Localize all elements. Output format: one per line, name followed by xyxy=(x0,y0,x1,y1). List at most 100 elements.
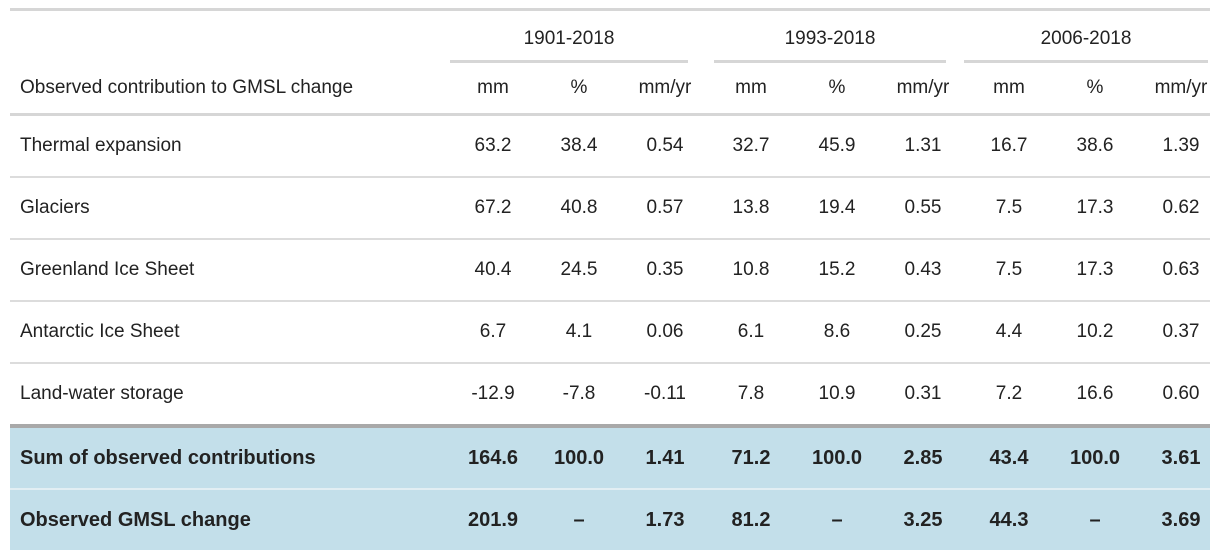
period-header-row: 1901-2018 1993-2018 2006-2018 xyxy=(10,11,1210,63)
value-cell: 0.37 xyxy=(1162,321,1200,342)
value-cell: -12.9 xyxy=(471,383,515,404)
value-cell: 7.5 xyxy=(995,197,1023,218)
value-cell: 0.57 xyxy=(646,197,684,218)
value-cell: 63.2 xyxy=(474,135,512,156)
summary-value: 100.0 xyxy=(811,446,863,469)
value-cell: 4.4 xyxy=(995,321,1023,342)
value-cell: 10.2 xyxy=(1076,321,1114,342)
summary-value: 44.3 xyxy=(989,508,1029,531)
value-cell: 0.25 xyxy=(904,321,942,342)
value-cell: 45.9 xyxy=(818,135,856,156)
row-label: Antarctic Ice Sheet xyxy=(20,321,180,342)
value-cell: -0.11 xyxy=(644,383,686,404)
row-label: Land-water storage xyxy=(20,383,184,404)
unit-header: % xyxy=(828,77,846,98)
period-label: 1901-2018 xyxy=(523,28,615,49)
table-row: Antarctic Ice Sheet 6.7 4.1 0.06 6.1 8.6… xyxy=(10,302,1210,364)
table-row: Greenland Ice Sheet 40.4 24.5 0.35 10.8 … xyxy=(10,240,1210,302)
summary-value: 100.0 xyxy=(1069,446,1121,469)
summary-row: Sum of observed contributions 164.6 100.… xyxy=(10,428,1210,488)
value-cell: 32.7 xyxy=(732,135,770,156)
value-cell: 0.62 xyxy=(1162,197,1200,218)
value-cell: 6.1 xyxy=(737,321,765,342)
value-cell: 8.6 xyxy=(823,321,851,342)
summary-value: 81.2 xyxy=(731,508,771,531)
unit-header: mm xyxy=(993,77,1025,98)
summary-label: Observed GMSL change xyxy=(20,508,251,531)
value-cell: 6.7 xyxy=(479,321,507,342)
summary-label: Sum of observed contributions xyxy=(20,446,316,469)
value-cell: 0.55 xyxy=(904,197,942,218)
value-cell: 16.7 xyxy=(990,135,1028,156)
value-cell: 17.3 xyxy=(1076,197,1114,218)
unit-header: mm xyxy=(477,77,509,98)
unit-header: % xyxy=(1086,77,1104,98)
period-underline xyxy=(450,60,688,63)
gmsl-contribution-table: 1901-2018 1993-2018 2006-2018 Observed c… xyxy=(10,8,1210,550)
value-cell: 19.4 xyxy=(818,197,856,218)
value-cell: 38.6 xyxy=(1076,135,1114,156)
value-cell: 0.60 xyxy=(1162,383,1200,404)
unit-header: mm xyxy=(735,77,767,98)
value-cell: 13.8 xyxy=(732,197,770,218)
value-cell: 7.8 xyxy=(737,383,765,404)
value-cell: 0.06 xyxy=(646,321,684,342)
value-cell: 4.1 xyxy=(565,321,593,342)
value-cell: 7.2 xyxy=(995,383,1023,404)
summary-value: 3.61 xyxy=(1161,446,1201,469)
value-cell: 10.8 xyxy=(732,259,770,280)
value-cell: 1.31 xyxy=(904,135,942,156)
summary-value: 2.85 xyxy=(903,446,943,469)
value-cell: 0.54 xyxy=(646,135,684,156)
value-cell: 0.31 xyxy=(904,383,942,404)
period-header-2: 1993-2018 xyxy=(714,11,946,63)
row-label: Greenland Ice Sheet xyxy=(20,259,195,280)
summary-value: – xyxy=(573,508,585,531)
value-cell: 16.6 xyxy=(1076,383,1114,404)
summary-value: – xyxy=(1089,508,1101,531)
unit-header: mm/yr xyxy=(1154,77,1208,98)
unit-header-row: Observed contribution to GMSL change mm … xyxy=(10,63,1210,116)
row-label: Thermal expansion xyxy=(20,135,182,156)
summary-value: 201.9 xyxy=(467,508,519,531)
table-row: Glaciers 67.2 40.8 0.57 13.8 19.4 0.55 7… xyxy=(10,178,1210,240)
row-label: Glaciers xyxy=(20,197,90,218)
period-header-1: 1901-2018 xyxy=(450,11,688,63)
table-row: Land-water storage -12.9 -7.8 -0.11 7.8 … xyxy=(10,364,1210,428)
value-cell: 40.4 xyxy=(474,259,512,280)
value-cell: 24.5 xyxy=(560,259,598,280)
summary-value: 100.0 xyxy=(553,446,605,469)
value-cell: 17.3 xyxy=(1076,259,1114,280)
period-underline xyxy=(964,60,1208,63)
value-cell: 7.5 xyxy=(995,259,1023,280)
period-label: 1993-2018 xyxy=(784,28,876,49)
summary-value: 164.6 xyxy=(467,446,519,469)
period-underline xyxy=(714,60,946,63)
unit-header: % xyxy=(570,77,588,98)
period-header-3: 2006-2018 xyxy=(964,11,1208,63)
table-row: Thermal expansion 63.2 38.4 0.54 32.7 45… xyxy=(10,116,1210,178)
value-cell: 0.63 xyxy=(1162,259,1200,280)
summary-value: 71.2 xyxy=(731,446,771,469)
value-cell: 0.35 xyxy=(646,259,684,280)
summary-value: 3.69 xyxy=(1161,508,1201,531)
value-cell: 10.9 xyxy=(818,383,856,404)
unit-header: mm/yr xyxy=(638,77,692,98)
summary-value: 1.73 xyxy=(645,508,685,531)
value-cell: 15.2 xyxy=(818,259,856,280)
value-cell: 67.2 xyxy=(474,197,512,218)
summary-value: – xyxy=(831,508,843,531)
summary-row: Observed GMSL change 201.9 – 1.73 81.2 –… xyxy=(10,488,1210,550)
unit-header: mm/yr xyxy=(896,77,950,98)
summary-value: 1.41 xyxy=(645,446,685,469)
table-top-rule xyxy=(10,8,1210,11)
period-label: 2006-2018 xyxy=(1040,28,1132,49)
summary-value: 43.4 xyxy=(989,446,1029,469)
summary-value: 3.25 xyxy=(903,508,943,531)
value-cell: 1.39 xyxy=(1162,135,1200,156)
value-cell: 38.4 xyxy=(560,135,598,156)
value-cell: -7.8 xyxy=(562,383,596,404)
row-label-header: Observed contribution to GMSL change xyxy=(20,77,354,98)
value-cell: 40.8 xyxy=(560,197,598,218)
value-cell: 0.43 xyxy=(904,259,942,280)
